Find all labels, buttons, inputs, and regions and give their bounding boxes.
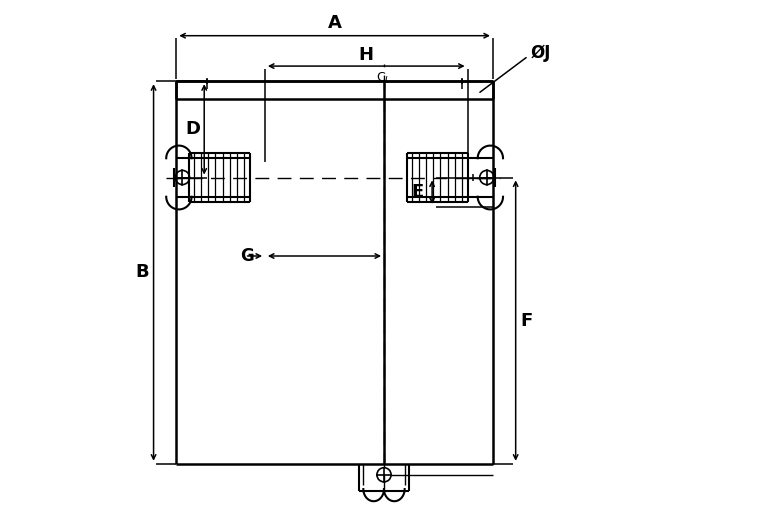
Text: ØJ: ØJ [531, 45, 551, 62]
Text: $\mathdefault{C}_{L}$: $\mathdefault{C}_{L}$ [376, 71, 392, 87]
Text: F: F [521, 312, 533, 330]
Text: G: G [240, 247, 254, 265]
Text: A: A [328, 14, 342, 32]
Text: H: H [359, 46, 374, 64]
Text: D: D [186, 120, 200, 138]
Text: B: B [136, 264, 149, 282]
Text: E: E [412, 183, 424, 201]
